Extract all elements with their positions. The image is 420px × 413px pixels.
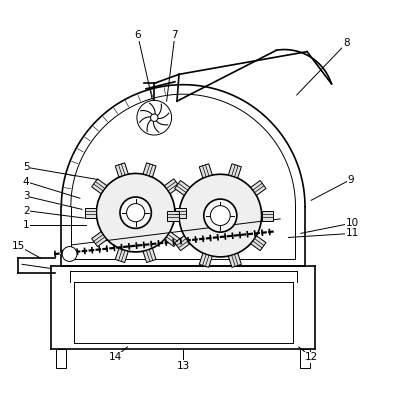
Circle shape <box>120 197 151 228</box>
Polygon shape <box>168 211 179 221</box>
Polygon shape <box>115 249 128 263</box>
Polygon shape <box>228 253 241 267</box>
Text: 7: 7 <box>172 30 178 40</box>
Text: 15: 15 <box>11 241 25 251</box>
Polygon shape <box>165 232 180 247</box>
Bar <box>300 349 310 368</box>
Polygon shape <box>251 236 266 251</box>
Polygon shape <box>199 164 212 178</box>
Polygon shape <box>228 164 241 178</box>
Polygon shape <box>175 208 186 218</box>
Circle shape <box>204 199 237 232</box>
Polygon shape <box>85 208 97 218</box>
Circle shape <box>126 204 145 222</box>
Polygon shape <box>92 179 107 194</box>
Polygon shape <box>199 253 212 267</box>
Polygon shape <box>175 236 190 251</box>
Text: 5: 5 <box>23 162 29 172</box>
Polygon shape <box>143 163 156 177</box>
Text: 11: 11 <box>346 228 359 238</box>
Circle shape <box>210 206 230 225</box>
Text: 6: 6 <box>134 30 141 40</box>
Text: 14: 14 <box>108 352 122 362</box>
Polygon shape <box>251 180 266 195</box>
Polygon shape <box>175 180 190 195</box>
Polygon shape <box>92 232 107 247</box>
Polygon shape <box>143 249 156 263</box>
Polygon shape <box>262 211 273 221</box>
Circle shape <box>97 173 175 252</box>
Text: 1: 1 <box>23 220 29 230</box>
Circle shape <box>62 247 77 261</box>
Bar <box>56 349 66 368</box>
Circle shape <box>150 114 158 121</box>
Text: 3: 3 <box>23 191 29 201</box>
Text: 8: 8 <box>343 38 349 48</box>
Polygon shape <box>115 163 128 177</box>
Text: 13: 13 <box>176 361 190 370</box>
Circle shape <box>179 174 262 257</box>
Text: 10: 10 <box>346 218 359 228</box>
Polygon shape <box>165 179 180 194</box>
Text: 12: 12 <box>304 352 318 362</box>
Text: 4: 4 <box>23 177 29 187</box>
Text: 2: 2 <box>23 206 29 216</box>
Text: 9: 9 <box>347 175 354 185</box>
